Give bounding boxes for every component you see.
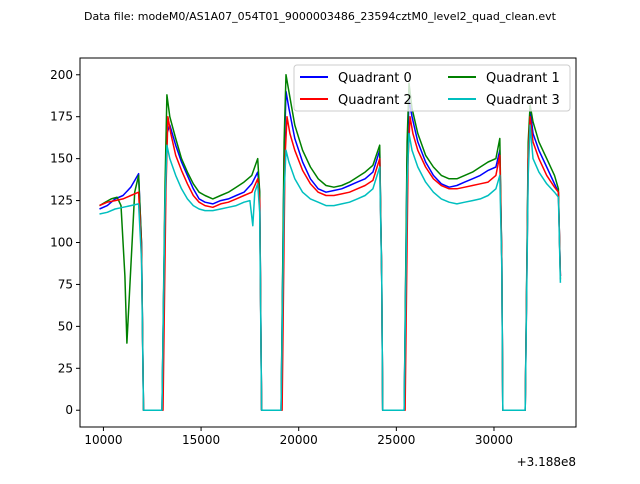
legend-box bbox=[293, 64, 571, 112]
chart-title: Data file: modeM0/AS1A07_054T01_90000034… bbox=[84, 10, 557, 23]
y-tick-label: 150 bbox=[50, 152, 73, 166]
y-tick-label: 125 bbox=[50, 194, 73, 208]
y-tick-label: 200 bbox=[50, 68, 73, 82]
y-tick-label: 100 bbox=[50, 236, 73, 250]
y-tick-label: 75 bbox=[58, 277, 73, 291]
series-line-3 bbox=[99, 124, 562, 411]
legend-label: Quadrant 2 bbox=[338, 93, 412, 108]
y-tick-label: 50 bbox=[58, 319, 73, 333]
legend-label: Quadrant 0 bbox=[338, 71, 412, 86]
legend-label: Quadrant 3 bbox=[486, 93, 560, 108]
x-tick-label: 20000 bbox=[280, 433, 318, 447]
series-layer bbox=[99, 74, 562, 411]
legend-label: Quadrant 1 bbox=[486, 71, 560, 86]
y-tick-label: 25 bbox=[58, 361, 73, 375]
y-axis: 0 25 50 75 100 125 150 175 200 bbox=[50, 68, 80, 417]
series-line-2 bbox=[99, 115, 562, 411]
x-tick-label: 30000 bbox=[475, 433, 513, 447]
x-axis: 10000 15000 20000 25000 30000 bbox=[84, 427, 513, 447]
y-tick-label: 0 bbox=[65, 403, 73, 417]
x-tick-label: 25000 bbox=[377, 433, 415, 447]
x-tick-label: 10000 bbox=[84, 433, 122, 447]
y-tick-label: 175 bbox=[50, 110, 73, 124]
series-line-0 bbox=[99, 90, 562, 411]
x-tick-label: 15000 bbox=[182, 433, 220, 447]
x-axis-offset-label: +3.188e8 bbox=[517, 455, 576, 469]
legend: Quadrant 0 Quadrant 1 Quadrant 2 Quadrant 3 bbox=[293, 64, 571, 112]
